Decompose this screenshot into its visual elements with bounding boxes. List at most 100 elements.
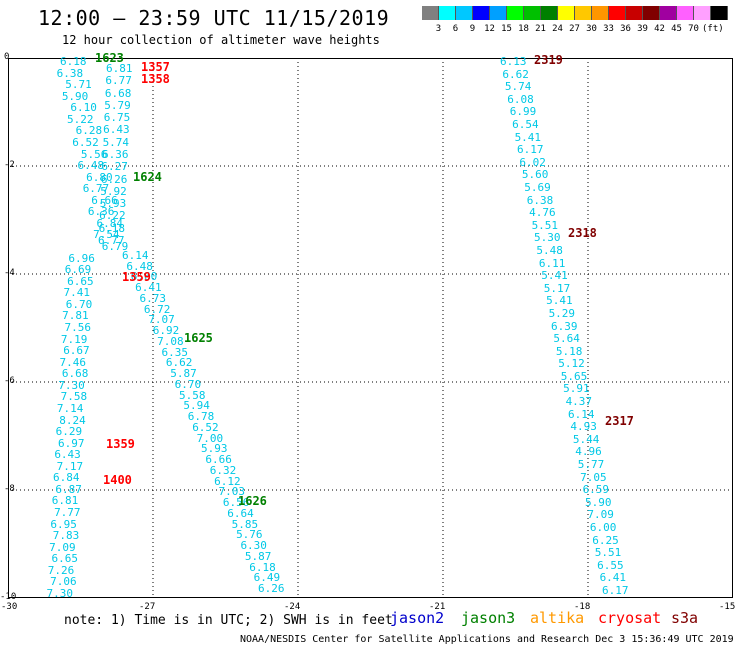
wave-height-value: 6.79 (101, 240, 129, 254)
wave-height-value: 5.74 (504, 80, 532, 94)
pass-time-label: 1359 (106, 437, 135, 451)
x-tick-label: -27 (139, 602, 156, 612)
pass-time-label: 1400 (103, 473, 132, 487)
wave-height-value: 6.66 (91, 193, 118, 207)
wave-height-value: 6.70 (174, 377, 202, 391)
wave-height-value: 6.14 (568, 407, 595, 421)
legend-swatch (541, 6, 558, 20)
legend-swatch (660, 6, 677, 20)
satellite-name-s3a: s3a (671, 609, 699, 627)
wave-height-value: 6.54 (512, 117, 539, 131)
wave-height-value: 5.71 (65, 78, 92, 92)
wave-height-value: 6.68 (61, 367, 89, 381)
legend-swatch (456, 6, 473, 20)
wave-height-value: 6.08 (507, 92, 534, 106)
wave-height-value: 7.81 (62, 309, 89, 323)
wave-height-value: 5.77 (577, 458, 605, 472)
wave-height-value: 6.59 (582, 483, 610, 497)
wave-height-value: 6.12 (214, 474, 241, 488)
legend-swatch (677, 6, 694, 20)
pass-time-label: 1359 (122, 270, 151, 284)
wave-height-value: 7.26 (47, 563, 75, 577)
wave-height-value: 6.02 (519, 155, 546, 169)
pass-time-label: 1357 (141, 60, 170, 74)
wave-height-value: 5.41 (546, 294, 573, 308)
legend-label: 12 (484, 24, 495, 34)
wave-height-value: 7.05 (580, 470, 607, 484)
wave-height-value: 5.60 (521, 168, 549, 182)
y-tick-label: -6 (4, 376, 15, 386)
footer-note: note: 1) Time is in UTC; 2) SWH is in fe… (64, 613, 393, 628)
wave-height-value: 5.30 (534, 231, 561, 245)
legend-swatch (473, 6, 490, 20)
x-tick-label: -18 (574, 602, 591, 612)
wave-height-value: 6.67 (63, 344, 90, 358)
wave-height-value: 6.64 (227, 506, 254, 520)
wave-height-value: 5.87 (244, 549, 272, 563)
legend-label: 42 (654, 24, 665, 34)
wave-height-value: 6.60 (130, 270, 158, 284)
wave-height-value: 6.39 (551, 319, 578, 333)
wave-height-value: 7.46 (59, 355, 87, 369)
wave-height-value: 5.74 (102, 135, 130, 149)
wave-height-value: 6.77 (98, 234, 125, 247)
wave-height-value: 6.38 (526, 193, 554, 207)
wave-height-value: 6.17 (517, 143, 544, 157)
wave-height-value: 6.29 (55, 425, 83, 439)
x-tick-label: -24 (284, 602, 301, 612)
wave-height-value: 6.48 (126, 259, 153, 273)
pass-time-label: 1358 (141, 72, 170, 86)
wave-height-value: 6.52 (192, 420, 219, 434)
legend-swatch (694, 6, 711, 20)
pass-time-label: 2319 (534, 53, 563, 67)
legend-swatch (490, 6, 507, 20)
wave-height-value: 7.07 (148, 313, 175, 327)
wave-height-value: 5.87 (170, 367, 197, 381)
wave-height-value: 5.94 (183, 399, 210, 413)
wave-height-value: 5.76 (236, 528, 263, 542)
wave-height-value: 5.51 (594, 546, 622, 560)
legend-label: 18 (518, 24, 529, 34)
plot-frame (8, 58, 733, 598)
wave-height-value: 6.18 (60, 55, 87, 68)
legend-label: 33 (603, 24, 614, 34)
legend-swatch (439, 6, 456, 20)
pass-time-label: 1624 (133, 170, 162, 184)
legend-swatch (507, 6, 524, 20)
wave-height-value: 6.70 (65, 297, 93, 311)
legend-label: (ft) (702, 24, 724, 34)
wave-height-value: 7.30 (46, 587, 74, 600)
wave-height-value: 6.18 (98, 221, 126, 235)
x-tick-label: -30 (1, 602, 18, 612)
wave-height-value: 5.29 (548, 306, 576, 320)
wave-height-value: 7.17 (56, 459, 84, 473)
wave-height-value: 6.11 (538, 256, 566, 270)
legend-swatch (711, 6, 728, 20)
wave-height-value: 6.75 (103, 111, 131, 125)
wave-height-value: 6.97 (57, 436, 85, 450)
wave-height-value: 4.93 (570, 420, 597, 434)
legend-swatch (626, 6, 643, 20)
y-tick-label: -2 (4, 160, 15, 170)
satellite-name-jason3: jason3 (461, 609, 516, 627)
legend-swatch (558, 6, 575, 20)
y-tick-label: -4 (4, 268, 15, 278)
wave-height-value: 6.65 (67, 274, 94, 288)
y-tick-label: -10 (0, 592, 17, 602)
wave-height-value: 6.81 (51, 494, 79, 508)
satellite-name-cryosat: cryosat (598, 609, 662, 627)
wave-height-value: 6.26 (258, 582, 285, 595)
wave-height-value: 6.18 (249, 560, 276, 574)
pass-time-label: 2318 (568, 226, 597, 240)
legend-label: 45 (671, 24, 682, 34)
wave-height-value: 6.13 (500, 55, 527, 68)
wave-height-value: 6.68 (104, 86, 132, 100)
legend-swatch (609, 6, 626, 20)
legend-label: 3 (435, 24, 442, 34)
wave-height-value: 7.08 (157, 334, 184, 348)
wave-height-value: 5.41 (541, 269, 568, 283)
pass-time-label: 1625 (184, 331, 213, 345)
wave-height-value: 7.06 (50, 575, 77, 589)
legend-swatch (643, 6, 660, 20)
wave-height-value: 4.37 (565, 395, 593, 409)
